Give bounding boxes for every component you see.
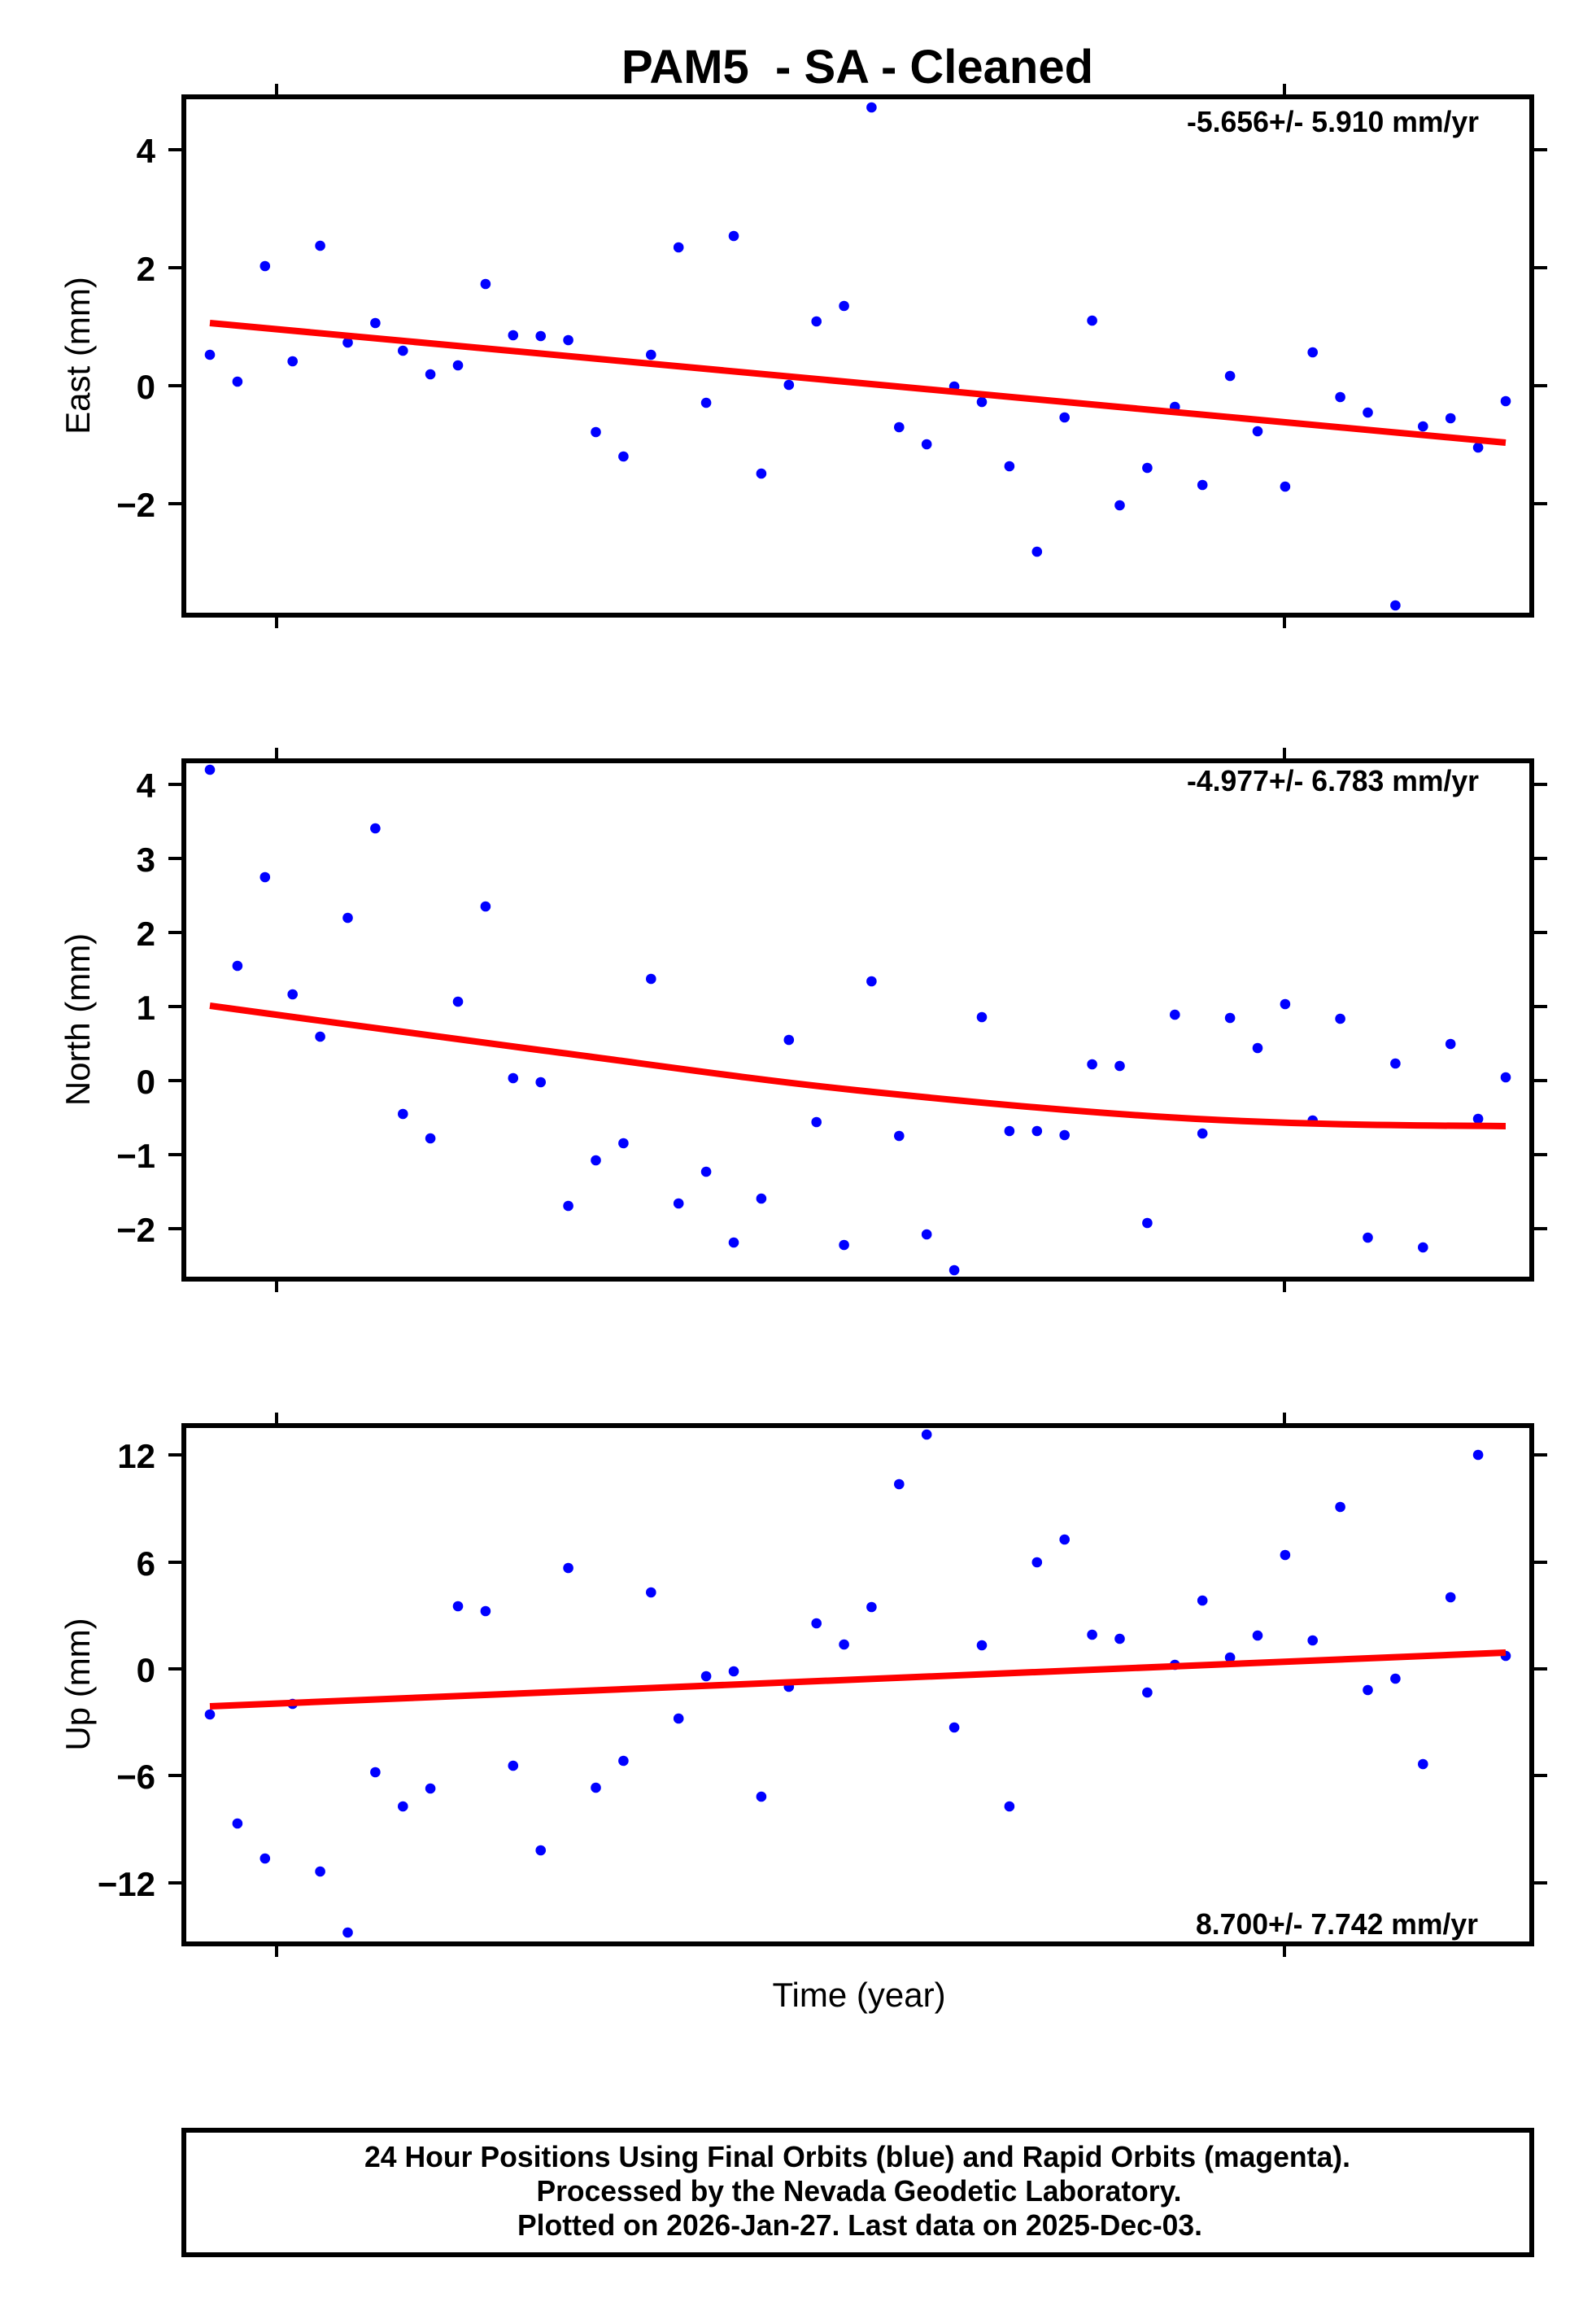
svg-text:PAM5 - SA - Cleaned: PAM5 - SA - Cleaned (621, 41, 1093, 94)
svg-text:24 Hour Positions Using Final: 24 Hour Positions Using Final Orbits (bl… (364, 2140, 1350, 2173)
svg-text:Time (year): Time (year) (772, 1976, 945, 2014)
svg-text:2: 2 (137, 250, 155, 288)
svg-text:-4.977+/- 6.783 mm/yr: -4.977+/- 6.783 mm/yr (1187, 764, 1479, 797)
svg-text:3: 3 (137, 841, 155, 879)
svg-text:East (mm): East (mm) (59, 277, 97, 435)
svg-text:0: 0 (137, 1063, 155, 1101)
svg-text:Up (mm): Up (mm) (59, 1618, 97, 1750)
svg-text:6: 6 (137, 1544, 155, 1583)
svg-text:0: 0 (137, 368, 155, 406)
svg-text:0: 0 (137, 1651, 155, 1689)
svg-text:−2: −2 (116, 1211, 155, 1249)
svg-text:2: 2 (137, 915, 155, 953)
svg-text:4: 4 (137, 766, 156, 805)
svg-text:−2: −2 (116, 486, 155, 524)
svg-text:−1: −1 (116, 1137, 155, 1175)
svg-text:1: 1 (137, 989, 155, 1027)
svg-text:12: 12 (117, 1437, 155, 1475)
svg-text:-5.656+/- 5.910 mm/yr: -5.656+/- 5.910 mm/yr (1187, 105, 1479, 138)
svg-text:Plotted on 2026-Jan-27. Last d: Plotted on 2026-Jan-27. Last data on 202… (517, 2208, 1202, 2242)
svg-text:Processed by the Nevada Geodet: Processed by the Nevada Geodetic Laborat… (537, 2174, 1182, 2208)
svg-text:8.700+/- 7.742 mm/yr: 8.700+/- 7.742 mm/yr (1196, 1907, 1478, 1941)
svg-text:−12: −12 (98, 1865, 155, 1903)
svg-text:−6: −6 (116, 1758, 155, 1796)
svg-text:4: 4 (137, 132, 156, 170)
svg-text:North (mm): North (mm) (59, 933, 97, 1106)
